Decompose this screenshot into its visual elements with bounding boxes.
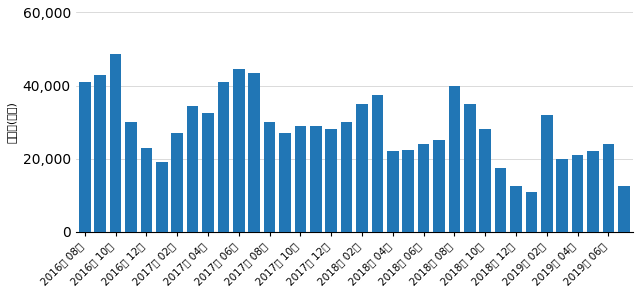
Bar [233,69,244,232]
Bar [125,122,137,232]
Bar [495,168,506,232]
Bar [356,104,368,232]
Bar [588,151,599,232]
Bar [479,129,491,232]
Bar [79,82,91,232]
Bar [464,104,476,232]
Bar [95,75,106,232]
Bar [248,73,260,232]
Bar [110,54,122,232]
Bar [510,186,522,232]
Y-axis label: 거래량(건수): 거래량(건수) [7,101,17,143]
Bar [264,122,275,232]
Bar [202,113,214,232]
Bar [618,186,630,232]
Bar [326,129,337,232]
Bar [572,155,584,232]
Bar [218,82,229,232]
Bar [310,126,322,232]
Bar [294,126,306,232]
Bar [603,144,614,232]
Bar [187,106,198,232]
Bar [556,159,568,232]
Bar [279,133,291,232]
Bar [433,141,445,232]
Bar [387,151,399,232]
Bar [403,150,414,232]
Bar [525,192,537,232]
Bar [372,95,383,232]
Bar [156,162,168,232]
Bar [418,144,429,232]
Bar [541,115,552,232]
Bar [449,86,460,232]
Bar [341,122,353,232]
Bar [141,148,152,232]
Bar [172,133,183,232]
